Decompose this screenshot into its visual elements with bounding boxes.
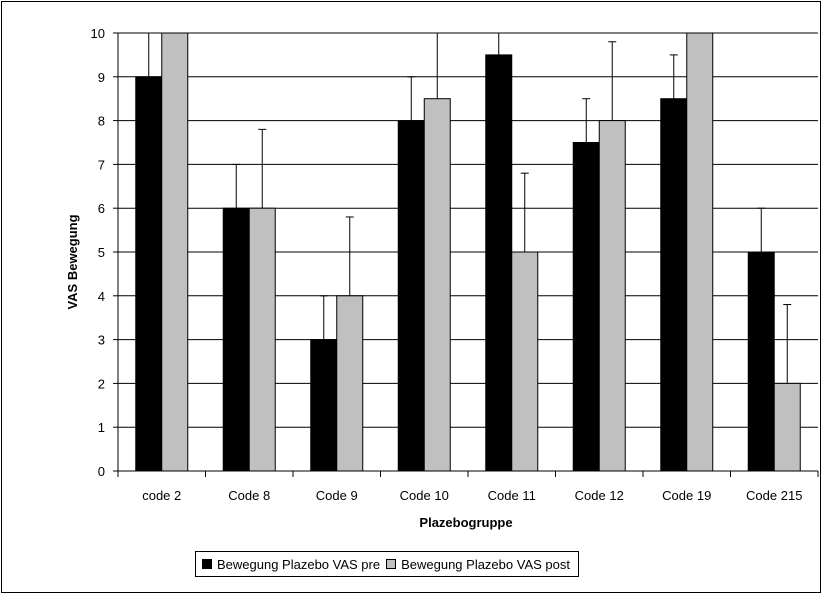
- y-tick-labels: 0 1 2 3 4 5 6 7 8 9 10: [91, 26, 105, 479]
- y-tick-label-7: 7: [98, 157, 105, 172]
- legend-label-pre: Bewegung Plazebo VAS pre: [217, 556, 381, 572]
- bar-pre-1: [135, 76, 163, 472]
- bar-post-3: [336, 295, 364, 472]
- legend: Bewegung Plazebo VAS pre Bewegung Plazeb…: [195, 551, 579, 577]
- x-tick-label-4: Code 10: [400, 488, 449, 503]
- bar-post-8: [773, 382, 801, 472]
- axes: [113, 32, 819, 477]
- x-tick-labels: code 2 Code 8 Code 9 Code 10 Code 11 Code 12 C…: [142, 488, 802, 503]
- y-tick-label-2: 2: [98, 376, 105, 391]
- x-axis-title: Plazebogruppe: [419, 515, 512, 530]
- legend-entry-pre: Bewegung Plazebo VAS pre: [202, 557, 380, 572]
- y-tick-label-8: 8: [98, 114, 105, 129]
- bar-post-5: [511, 251, 539, 472]
- bar-pre-8: [747, 251, 775, 472]
- y-tick-label-10: 10: [91, 26, 105, 41]
- x-tick-label-3: Code 9: [316, 488, 358, 503]
- bar-post-6: [598, 120, 626, 472]
- y-tick-label-6: 6: [98, 201, 105, 216]
- bar-pre-7: [660, 98, 688, 472]
- error-bars: [144, 32, 792, 384]
- y-tick-label-5: 5: [98, 245, 105, 260]
- x-tick-label-2: Code 8: [228, 488, 270, 503]
- y-tick-label-1: 1: [98, 420, 105, 435]
- bar-post-4: [423, 98, 451, 472]
- bar-pre-6: [572, 142, 600, 472]
- x-tick-label-5: Code 11: [488, 488, 536, 503]
- bar-post-7: [686, 32, 714, 472]
- x-tick-label-8: Code 215: [746, 488, 802, 503]
- y-tick-label-3: 3: [98, 333, 105, 348]
- legend-entry-post: Bewegung Plazebo VAS post: [386, 557, 570, 572]
- x-tick-label-1: code 2: [142, 488, 181, 503]
- y-tick-label-9: 9: [98, 70, 105, 85]
- legend-swatch-post: [386, 559, 397, 569]
- y-tick-label-0: 0: [98, 464, 105, 479]
- x-tick-label-7: Code 19: [662, 488, 711, 503]
- bar-pre-4: [397, 120, 425, 472]
- bar-post-2: [248, 207, 276, 472]
- bar-pre-2: [222, 207, 250, 472]
- bar-pre-3: [310, 339, 338, 472]
- y-axis-title: VAS Bewegung: [65, 214, 80, 309]
- y-tick-label-4: 4: [98, 289, 105, 304]
- legend-swatch-pre: [202, 559, 212, 569]
- bar-post-1: [161, 32, 189, 472]
- x-tick-label-6: Code 12: [575, 488, 624, 503]
- legend-label-post: Bewegung Plazebo VAS post: [401, 556, 570, 572]
- bar-pre-5: [485, 54, 513, 472]
